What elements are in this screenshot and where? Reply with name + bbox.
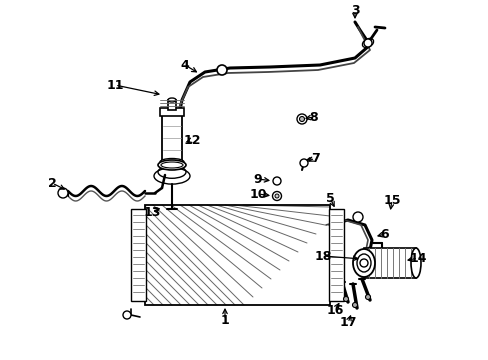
- Circle shape: [343, 297, 348, 302]
- Bar: [168, 100, 176, 110]
- Bar: [162, 114, 182, 162]
- Text: 3: 3: [350, 4, 359, 17]
- Text: 13: 13: [143, 206, 161, 219]
- Text: 1: 1: [220, 314, 229, 327]
- Text: 12: 12: [183, 134, 201, 147]
- Text: 5: 5: [325, 192, 334, 204]
- Text: 10: 10: [249, 188, 266, 201]
- Ellipse shape: [356, 254, 370, 272]
- Circle shape: [365, 294, 370, 300]
- Text: 9: 9: [253, 172, 262, 185]
- Circle shape: [217, 65, 226, 75]
- Text: 16: 16: [325, 303, 343, 316]
- Bar: [363, 248, 415, 278]
- Circle shape: [364, 258, 374, 268]
- Bar: [160, 108, 183, 116]
- Bar: [145, 205, 329, 305]
- Text: 18: 18: [314, 249, 331, 262]
- Text: 4: 4: [180, 59, 189, 72]
- Circle shape: [272, 192, 281, 201]
- Circle shape: [123, 311, 131, 319]
- Text: 14: 14: [408, 252, 426, 265]
- Circle shape: [272, 177, 281, 185]
- Text: 17: 17: [339, 316, 356, 329]
- Circle shape: [363, 39, 371, 47]
- Circle shape: [274, 194, 279, 198]
- Bar: [131, 209, 146, 301]
- Circle shape: [352, 302, 357, 307]
- Text: 6: 6: [380, 228, 388, 240]
- Ellipse shape: [158, 160, 185, 170]
- Circle shape: [352, 212, 362, 222]
- Ellipse shape: [160, 158, 183, 166]
- Ellipse shape: [362, 39, 373, 48]
- Text: 7: 7: [310, 152, 319, 165]
- Text: 11: 11: [106, 78, 123, 91]
- Circle shape: [359, 259, 367, 267]
- Circle shape: [296, 114, 306, 124]
- Ellipse shape: [410, 248, 420, 278]
- Ellipse shape: [168, 98, 176, 102]
- Circle shape: [58, 188, 68, 198]
- Bar: [328, 209, 343, 301]
- Text: 2: 2: [47, 176, 56, 189]
- Text: 8: 8: [309, 111, 318, 123]
- Ellipse shape: [161, 162, 183, 168]
- Ellipse shape: [352, 249, 374, 277]
- Circle shape: [299, 117, 304, 122]
- Circle shape: [299, 159, 307, 167]
- Bar: [145, 205, 329, 305]
- Text: 15: 15: [383, 194, 400, 207]
